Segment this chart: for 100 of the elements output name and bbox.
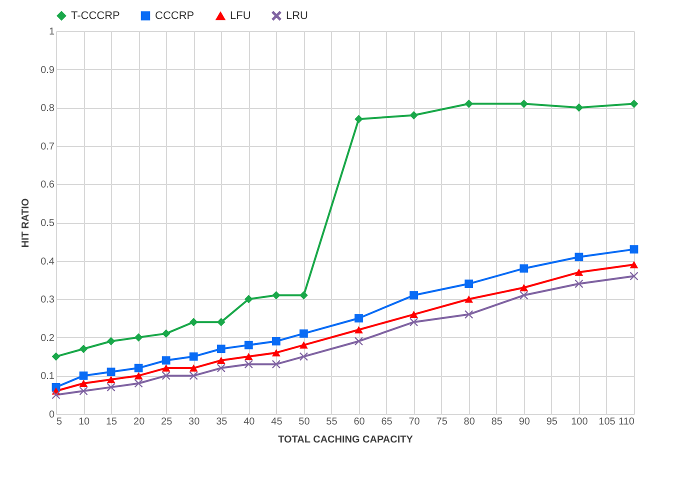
x-axis-title: TOTAL CACHING CAPACITY bbox=[278, 434, 414, 446]
x-tick-label: 20 bbox=[134, 416, 146, 428]
point bbox=[162, 364, 170, 372]
y-tick-label: 0.1 bbox=[40, 371, 55, 382]
y-tick-label: 0.3 bbox=[40, 294, 55, 306]
point bbox=[574, 252, 584, 262]
point bbox=[216, 356, 226, 364]
point bbox=[272, 337, 280, 346]
point bbox=[300, 341, 308, 349]
point bbox=[574, 103, 584, 112]
y-tick-label: 0 bbox=[48, 410, 55, 420]
x-tick-label: 15 bbox=[106, 416, 118, 428]
legend-label: LFU bbox=[230, 10, 251, 22]
point bbox=[52, 390, 60, 400]
y-tick-label: 0.8 bbox=[40, 103, 55, 114]
x-tick-label: 90 bbox=[518, 416, 530, 428]
point bbox=[410, 310, 418, 318]
point bbox=[520, 264, 528, 273]
point bbox=[574, 280, 584, 288]
point bbox=[354, 314, 363, 322]
point bbox=[272, 291, 280, 300]
x-tick-label: 105 bbox=[598, 416, 616, 428]
point bbox=[354, 326, 363, 334]
point bbox=[189, 318, 198, 326]
point bbox=[134, 364, 143, 372]
point bbox=[189, 372, 198, 380]
x-tick-label: 45 bbox=[271, 416, 283, 428]
point bbox=[79, 386, 88, 396]
x-tick-label: 10 bbox=[78, 416, 90, 428]
x-tick-label: 60 bbox=[354, 416, 366, 428]
point bbox=[630, 261, 638, 268]
point bbox=[106, 376, 116, 384]
x-tick-label: 5 bbox=[56, 416, 62, 428]
x-tick-label: 30 bbox=[188, 416, 200, 428]
x-tick-label: 65 bbox=[381, 416, 393, 428]
x-tick-label: 55 bbox=[326, 416, 338, 428]
y-tick-label: 0.4 bbox=[40, 256, 55, 268]
point bbox=[410, 111, 418, 120]
point bbox=[216, 364, 226, 372]
point bbox=[272, 349, 280, 356]
legend-label: CCCRP bbox=[155, 10, 194, 22]
point bbox=[574, 268, 584, 276]
x-tick-label: 100 bbox=[571, 416, 588, 428]
point bbox=[520, 291, 528, 300]
point bbox=[162, 372, 170, 380]
point bbox=[244, 352, 253, 360]
point bbox=[520, 100, 528, 108]
y-tick-label: 0.6 bbox=[40, 180, 55, 191]
x-tick-label: 70 bbox=[408, 416, 420, 428]
point bbox=[216, 344, 226, 354]
point bbox=[354, 114, 363, 124]
point bbox=[464, 280, 474, 288]
point bbox=[300, 352, 308, 361]
x-tick-label: 40 bbox=[244, 416, 256, 428]
point bbox=[354, 337, 363, 346]
point bbox=[79, 380, 88, 387]
point bbox=[244, 340, 253, 350]
point bbox=[134, 333, 143, 342]
y-tick-label: 0.5 bbox=[40, 218, 55, 229]
point bbox=[52, 352, 60, 361]
point bbox=[134, 372, 143, 380]
x-tick-label: 85 bbox=[491, 416, 503, 428]
point bbox=[79, 372, 88, 380]
legend-label: LRU bbox=[286, 10, 308, 22]
point bbox=[162, 356, 170, 365]
point bbox=[464, 295, 474, 303]
point bbox=[410, 291, 418, 300]
point bbox=[106, 383, 116, 392]
point bbox=[79, 344, 88, 354]
point bbox=[630, 100, 638, 108]
y-tick-label: 0.2 bbox=[40, 332, 55, 344]
x-tick-label: 35 bbox=[216, 416, 228, 428]
point bbox=[630, 272, 638, 280]
point bbox=[300, 329, 308, 338]
point bbox=[216, 318, 226, 326]
point bbox=[106, 337, 116, 346]
point bbox=[244, 294, 253, 304]
point bbox=[272, 360, 280, 368]
y-tick-label: 0.7 bbox=[40, 141, 55, 152]
y-tick-label: 0.9 bbox=[40, 64, 55, 76]
x-tick-label: 80 bbox=[464, 416, 476, 428]
point bbox=[189, 364, 198, 372]
x-tick-label: 95 bbox=[546, 416, 558, 428]
point bbox=[464, 100, 474, 108]
point bbox=[106, 368, 116, 376]
point bbox=[300, 291, 308, 300]
legend-label: T-CCCRP bbox=[71, 10, 120, 22]
point bbox=[410, 318, 418, 326]
point bbox=[189, 352, 198, 361]
point bbox=[134, 379, 143, 388]
y-axis-title: HIT RATIO bbox=[20, 198, 32, 248]
x-tick-label: 75 bbox=[436, 416, 448, 428]
y-tick-label: 1 bbox=[48, 26, 55, 38]
point bbox=[464, 310, 474, 319]
x-tick-label: 25 bbox=[161, 416, 173, 428]
point bbox=[520, 284, 528, 292]
point bbox=[162, 329, 170, 338]
x-tick-label: 50 bbox=[298, 416, 310, 428]
point bbox=[630, 245, 638, 254]
x-tick-label: 110 bbox=[618, 416, 635, 428]
